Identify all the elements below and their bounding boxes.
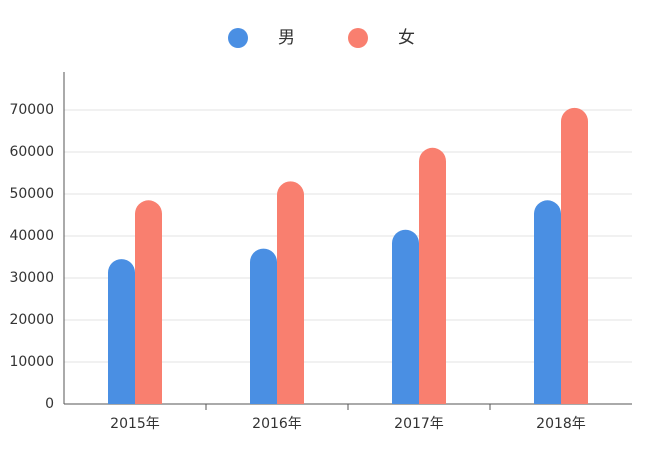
bar: [108, 259, 135, 404]
legend-swatch: [348, 28, 368, 48]
bar: [561, 107, 588, 405]
bar: [392, 229, 419, 404]
y-tick-label: 70000: [9, 102, 54, 118]
y-tick-label: 10000: [9, 354, 54, 370]
bar: [534, 200, 561, 404]
y-tick-label: 40000: [9, 228, 54, 244]
y-tick-label: 30000: [9, 270, 54, 286]
legend-text: 女: [398, 28, 415, 48]
bar: [135, 200, 162, 404]
y-tick-label: 0: [45, 396, 54, 412]
x-tick-label: 2017年: [394, 416, 444, 432]
bar: [419, 147, 446, 405]
bar: [250, 248, 277, 404]
bar: [277, 181, 304, 404]
x-tick-label: 2018年: [536, 416, 586, 432]
legend-text: 男: [278, 28, 295, 48]
x-tick-label: 2016年: [252, 416, 302, 432]
x-tick-label: 2015年: [110, 416, 160, 432]
y-tick-label: 60000: [9, 144, 54, 160]
legend-swatch: [228, 28, 248, 48]
y-tick-label: 20000: [9, 312, 54, 328]
y-tick-label: 50000: [9, 186, 54, 202]
